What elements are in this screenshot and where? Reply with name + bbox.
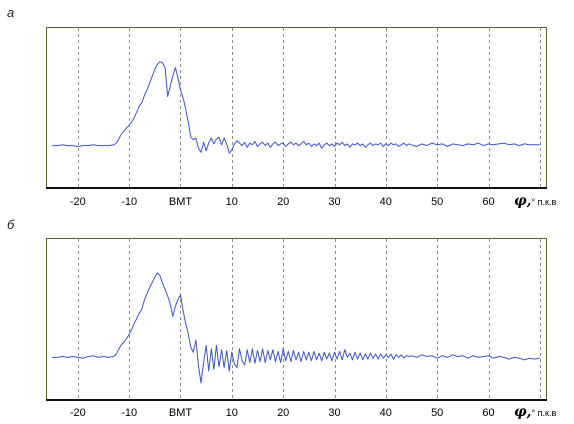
- x-tick-label: 10: [226, 407, 238, 419]
- series-line: [52, 272, 540, 384]
- x-tick-label: 60: [482, 407, 494, 419]
- x-tick-label: 60: [482, 196, 494, 208]
- chart-panel-2: б -20 -10 ВМТ 10 20 30 40 50 60: [7, 217, 547, 419]
- panel-label: б: [7, 217, 15, 232]
- x-tick-label: ВМТ: [169, 196, 193, 208]
- x-tick-label: 20: [277, 407, 289, 419]
- x-tick-label: -10: [121, 196, 137, 208]
- series-line: [52, 61, 540, 154]
- x-tick-label: -20: [70, 196, 86, 208]
- x-tick-label: ВМТ: [169, 407, 193, 419]
- x-tick-label: 50: [431, 196, 443, 208]
- x-tick-label: 40: [380, 407, 392, 419]
- plot-frame: [46, 27, 547, 189]
- x-axis-label: φ,° п.к.в: [514, 193, 557, 209]
- x-tick-label: 40: [380, 196, 392, 208]
- x-tick-label: 50: [431, 407, 443, 419]
- x-tick-label: 20: [277, 196, 289, 208]
- x-tick-label: 30: [328, 407, 340, 419]
- plot-frame: [46, 238, 547, 401]
- x-tick-label: -20: [70, 407, 86, 419]
- panel-label: а: [7, 5, 14, 20]
- x-tick-label: 10: [226, 196, 238, 208]
- x-axis-label: φ,° п.к.в: [514, 404, 557, 420]
- x-tick-label: 30: [328, 196, 340, 208]
- chart-panel-1: а -20 -10 ВМТ 10 20 30 40 50 60: [7, 5, 547, 208]
- x-tick-label: -10: [121, 407, 137, 419]
